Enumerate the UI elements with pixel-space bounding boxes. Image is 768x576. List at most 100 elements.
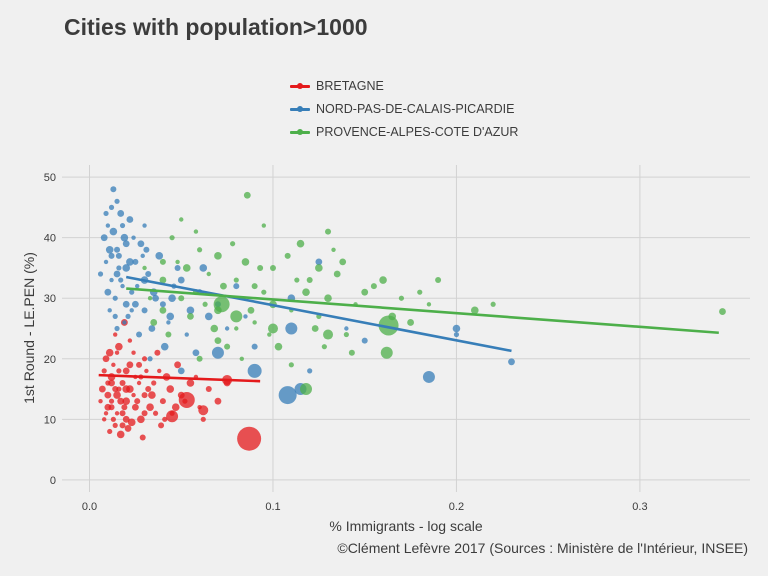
x-tick-label: 0.1	[265, 501, 280, 513]
data-point	[108, 204, 115, 210]
data-point	[196, 355, 203, 362]
x-tick-label: 0.2	[449, 501, 464, 513]
data-point	[146, 403, 154, 412]
series-0	[98, 319, 262, 451]
data-point	[141, 356, 148, 362]
data-point	[131, 350, 136, 355]
data-point	[116, 265, 122, 271]
data-point	[148, 391, 156, 399]
data-point	[333, 270, 341, 278]
data-point	[261, 223, 267, 228]
data-point-large	[211, 346, 224, 359]
data-point	[112, 313, 118, 319]
x-tick-label: 0.0	[82, 501, 97, 513]
data-point	[214, 337, 222, 345]
data-point	[152, 294, 159, 302]
y-tick-label: 0	[50, 475, 56, 487]
trend-line-1	[125, 275, 512, 353]
y-tick-label: 30	[44, 293, 56, 305]
data-point	[157, 368, 162, 374]
data-point	[324, 294, 332, 303]
data-point	[202, 301, 208, 307]
data-point	[508, 358, 515, 366]
data-point	[136, 361, 143, 368]
data-point	[234, 326, 239, 331]
legend-key-bretagne	[290, 80, 310, 92]
data-point	[162, 416, 168, 422]
data-point	[288, 362, 294, 368]
data-point	[131, 392, 136, 398]
data-point	[121, 404, 128, 411]
data-point	[129, 308, 134, 313]
chart-title: Cities with population>1000	[64, 14, 368, 40]
data-point-large	[166, 410, 179, 423]
data-point	[251, 283, 258, 290]
data-point	[166, 320, 171, 325]
x-tick-label: 0.3	[632, 501, 647, 513]
y-axis-label: 1st Round - LE.PEN (%)	[21, 252, 37, 404]
data-point	[109, 227, 118, 236]
data-point	[159, 301, 166, 308]
data-point	[233, 283, 240, 290]
source-caption: ©Clément Lefèvre 2017 (Sources : Ministè…	[337, 540, 748, 556]
trend-lines	[98, 275, 719, 383]
data-point	[103, 411, 109, 416]
data-point	[261, 289, 267, 295]
data-point	[154, 349, 161, 356]
data-point	[239, 356, 244, 361]
data-point	[152, 410, 159, 416]
data-point	[98, 398, 103, 404]
data-point	[147, 356, 153, 362]
data-point	[105, 348, 114, 357]
data-point-large	[198, 405, 209, 416]
data-point	[379, 276, 387, 284]
data-point	[175, 259, 180, 265]
data-point	[122, 264, 131, 272]
tick-labels: 0.0 0.1 0.2 0.3 0 10 20 30 40 50	[44, 172, 648, 513]
data-point	[148, 325, 156, 332]
data-point	[251, 343, 258, 350]
data-point	[113, 332, 118, 337]
data-point	[197, 247, 203, 253]
data-point	[137, 415, 145, 424]
data-point	[109, 277, 114, 283]
data-point	[112, 422, 118, 428]
legend: BRETAGNE NORD-PAS-DE-CALAIS-PICARDIE PRO…	[290, 74, 518, 143]
data-point	[187, 312, 194, 320]
data-point	[344, 326, 349, 331]
data-point	[139, 434, 146, 441]
data-point	[214, 252, 222, 260]
data-point	[143, 246, 150, 253]
data-point	[407, 319, 414, 326]
data-point	[159, 276, 167, 284]
data-point	[112, 386, 119, 393]
data-point	[136, 380, 142, 386]
data-point	[104, 403, 112, 411]
legend-label-bretagne: BRETAGNE	[316, 78, 384, 93]
data-point	[107, 308, 112, 313]
data-point	[122, 240, 130, 248]
data-point	[302, 288, 310, 296]
data-point	[122, 367, 130, 375]
data-point	[120, 233, 129, 242]
data-point	[147, 296, 153, 301]
data-point	[142, 265, 147, 271]
data-point	[103, 259, 109, 265]
data-point-large	[267, 323, 278, 334]
data-point	[119, 422, 126, 429]
data-point	[155, 252, 164, 260]
data-point	[118, 277, 124, 283]
data-point-large	[422, 370, 435, 383]
data-point	[100, 234, 108, 242]
data-point	[296, 239, 305, 248]
data-point	[110, 186, 117, 193]
legend-key-paca	[290, 126, 310, 138]
data-point	[243, 314, 248, 319]
data-point	[214, 397, 222, 405]
legend-key-nord	[290, 103, 310, 115]
data-point	[159, 398, 166, 405]
series-2	[142, 191, 726, 396]
data-point	[160, 342, 169, 351]
data-point	[141, 392, 148, 399]
data-point	[210, 324, 219, 333]
